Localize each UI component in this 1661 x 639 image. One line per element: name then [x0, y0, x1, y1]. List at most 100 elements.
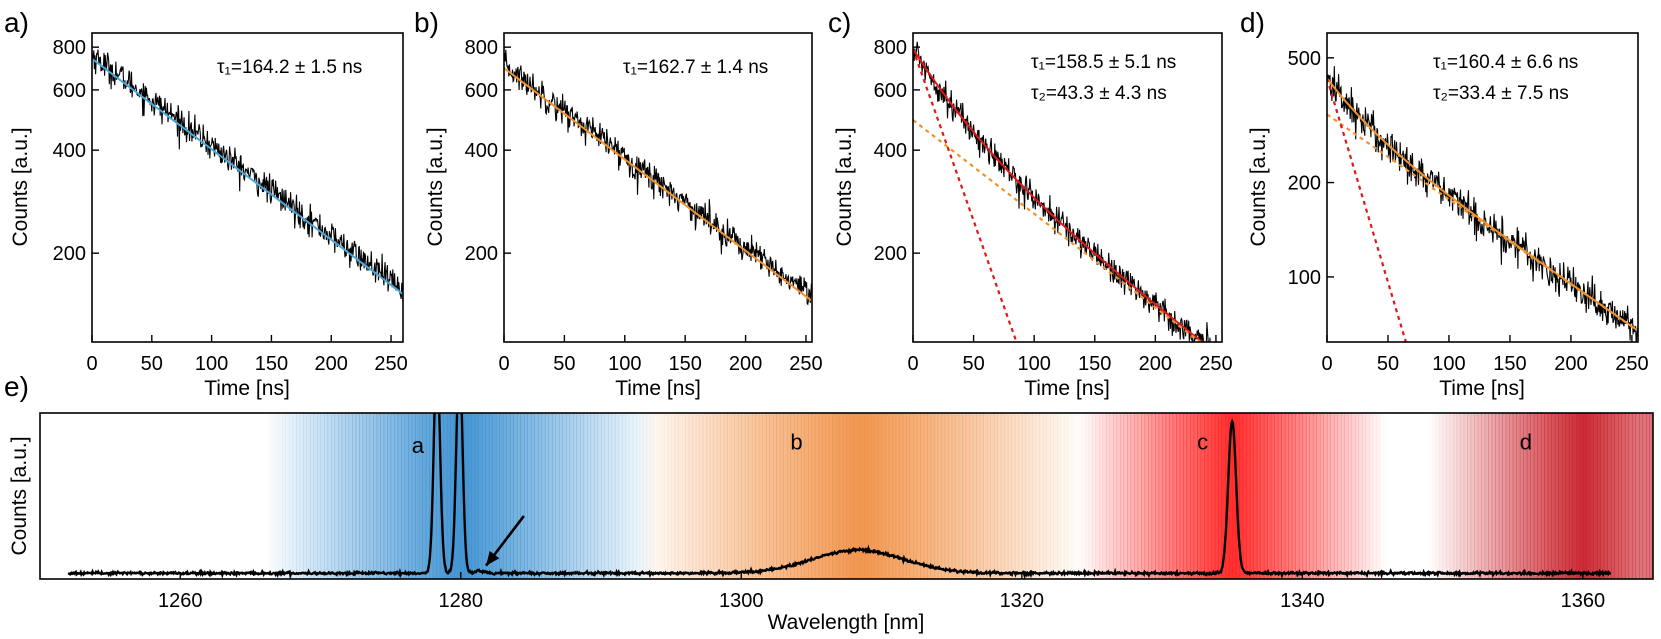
band-a-strip: [646, 413, 651, 579]
band-a-strip: [362, 413, 367, 579]
band-b-strip: [835, 413, 841, 579]
band-a-strip: [383, 413, 388, 579]
band-b-strip: [878, 413, 883, 579]
arrow-head-icon: [486, 550, 500, 566]
band-a-strip: [583, 413, 588, 579]
x-tick-label: 200: [1139, 353, 1172, 375]
band-b-strip: [678, 413, 683, 579]
band-a-strip: [537, 413, 543, 579]
band-d-strip: [1628, 413, 1633, 579]
panel-label-a: a): [4, 7, 29, 38]
band-d-strip: [1600, 413, 1605, 579]
x-tick-label: 250: [374, 353, 407, 375]
band-b-strip: [1042, 413, 1047, 579]
component-fit-curve: [913, 48, 1018, 342]
band-c-strip: [1372, 413, 1377, 579]
band-a-strip: [618, 413, 623, 579]
band-c-strip: [1277, 413, 1282, 579]
band-d-strip: [1621, 413, 1626, 579]
band-c-strip: [1151, 413, 1156, 579]
band-b-strip: [902, 413, 907, 579]
band-a-strip: [432, 413, 437, 579]
band-b-strip: [1000, 413, 1005, 579]
band-b-strip: [765, 413, 770, 579]
band-a-strip: [313, 413, 318, 579]
band-d-strip: [1512, 413, 1517, 579]
band-b-strip: [797, 413, 802, 579]
band-c-strip: [1263, 413, 1268, 579]
band-c-strip: [1098, 413, 1104, 579]
band-a-strip: [608, 413, 613, 579]
band-a-strip: [306, 413, 311, 579]
band-a-strip: [285, 413, 290, 579]
band-c-strip: [1148, 413, 1153, 579]
tau1-annotation: τ₁=162.7 ± 1.4 ns: [623, 57, 768, 78]
band-b-strip: [990, 413, 995, 579]
band-a-strip: [615, 413, 620, 579]
band-a-strip: [580, 413, 585, 579]
band-a-strip: [481, 413, 486, 579]
band-d-strip: [1498, 413, 1503, 579]
band-b-strip: [972, 413, 977, 579]
band-b-strip: [800, 413, 806, 579]
decay-data-trace: [504, 49, 812, 306]
y-tick-label: 100: [1288, 267, 1321, 289]
band-b-strip: [976, 413, 981, 579]
band-d-strip: [1467, 413, 1472, 579]
band-b-strip: [850, 413, 855, 579]
x-axis-label: Time [ns]: [1024, 377, 1110, 400]
panel-d: d) 100 200 500 0 50 100 150 200 250 τ₁=160.4 ± …: [1240, 7, 1649, 400]
band-d-strip: [1429, 413, 1433, 579]
band-d-strip: [1579, 413, 1584, 579]
band-c-strip: [1179, 413, 1184, 579]
band-a-strip: [488, 413, 493, 579]
band-label-b: b: [790, 430, 802, 455]
band-a-strip: [345, 413, 350, 579]
band-d-strip: [1614, 413, 1619, 579]
band-a-strip: [587, 413, 592, 579]
band-b-strip: [1074, 413, 1078, 579]
band-b-strip: [930, 413, 935, 579]
band-b-strip: [685, 413, 690, 579]
band-c-strip: [1214, 413, 1219, 579]
band-b-strip: [969, 413, 974, 579]
panel-e: e) a b c d 1260 1280 1300 1320 1340 1360 Wavelen…: [4, 371, 1654, 634]
band-b-strip: [934, 413, 939, 579]
band-b-strip: [793, 413, 799, 579]
y-axis-label: Counts [a.u.]: [833, 127, 856, 246]
band-d-strip: [1470, 413, 1475, 579]
band-b-strip: [1004, 413, 1009, 579]
x-tick-label: 1360: [1561, 590, 1606, 612]
band-d-strip: [1456, 413, 1461, 579]
band-b-strip: [786, 413, 791, 579]
plot-frame: [503, 32, 813, 343]
band-a-strip: [366, 413, 371, 579]
x-tick-label: 150: [255, 353, 288, 375]
band-c-strip: [1340, 413, 1346, 579]
band-b-strip: [660, 413, 665, 579]
band-a-strip: [625, 413, 630, 579]
band-b-strip: [846, 413, 851, 579]
band-a-strip: [541, 413, 546, 579]
band-b-strip: [1046, 413, 1051, 579]
band-b-strip: [692, 413, 697, 579]
band-b-strip: [825, 413, 830, 579]
band-c-strip: [1120, 413, 1125, 579]
band-c-strip: [1358, 413, 1363, 579]
band-c-strip: [1091, 413, 1097, 579]
band-label-a: a: [412, 433, 425, 458]
band-a-strip: [474, 413, 479, 579]
band-a-strip: [341, 413, 346, 579]
band-c-strip: [1365, 413, 1370, 579]
band-d-strip: [1533, 413, 1538, 579]
band-b-strip: [748, 413, 753, 579]
x-tick-label: 100: [1432, 353, 1465, 375]
band-b-strip: [667, 413, 672, 579]
band-c-strip: [1141, 413, 1146, 579]
band-c-strip: [1130, 413, 1135, 579]
band-b-strip: [983, 413, 988, 579]
band-a-strip: [632, 413, 637, 579]
band-c-strip: [1109, 413, 1114, 579]
band-a-strip: [485, 413, 490, 579]
band-b-strip: [783, 413, 788, 579]
